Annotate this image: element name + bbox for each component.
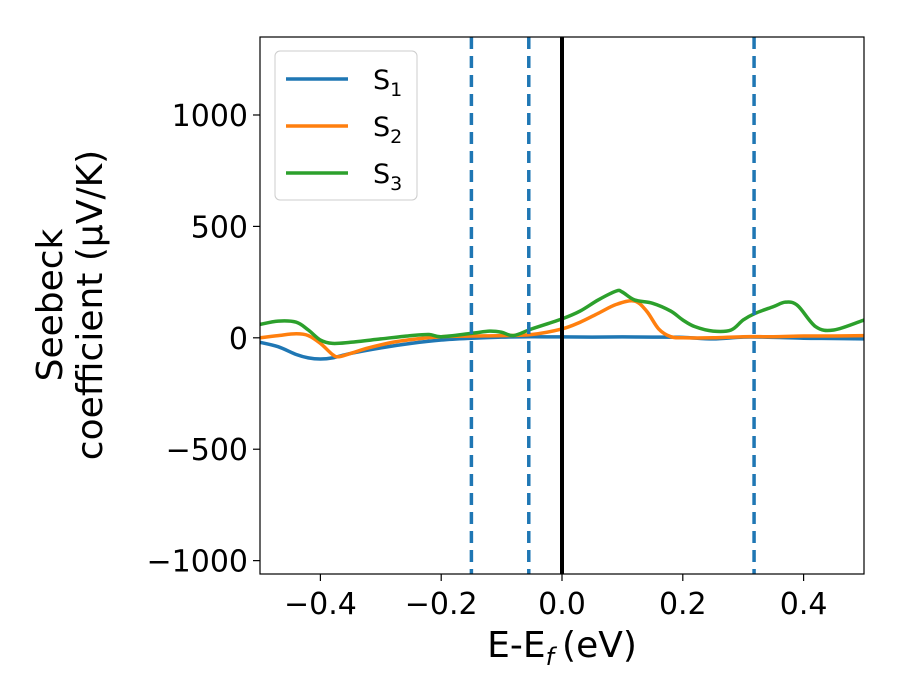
y-tick-label: −500 xyxy=(166,433,248,468)
vertical-markers xyxy=(469,37,756,574)
x-tick-label: 0.0 xyxy=(538,587,586,622)
x-tick-label: −0.4 xyxy=(284,587,357,622)
x-tick-label: −0.2 xyxy=(405,587,478,622)
x-axis-label: E-Ef (eV) xyxy=(487,625,637,671)
x-tick-label: 0.2 xyxy=(659,587,707,622)
y-axis-label-line1: Seebeck xyxy=(30,228,71,381)
y-axis-label: Seebeck coefficient (μV/K) xyxy=(30,150,111,460)
y-axis-label-line2: coefficient (μV/K) xyxy=(70,150,111,460)
legend-label-s3: S3 xyxy=(373,159,402,195)
x-tick-label: 0.4 xyxy=(780,587,828,622)
y-axis-ticks: −1000 −500 0 500 1000 xyxy=(147,99,260,580)
y-tick-label: 1000 xyxy=(172,99,248,134)
legend: S1 S2 S3 xyxy=(274,50,418,201)
y-tick-label: 500 xyxy=(191,210,248,245)
series-layer xyxy=(260,288,864,361)
series-line-s2 xyxy=(260,299,864,359)
legend-label-s2: S2 xyxy=(373,112,402,148)
series-line-s3 xyxy=(260,288,864,346)
y-tick-label: 0 xyxy=(229,322,248,357)
y-tick-label: −1000 xyxy=(147,545,248,580)
legend-label-s1: S1 xyxy=(373,65,402,101)
x-axis-ticks: −0.4 −0.2 0.0 0.2 0.4 xyxy=(284,574,827,622)
